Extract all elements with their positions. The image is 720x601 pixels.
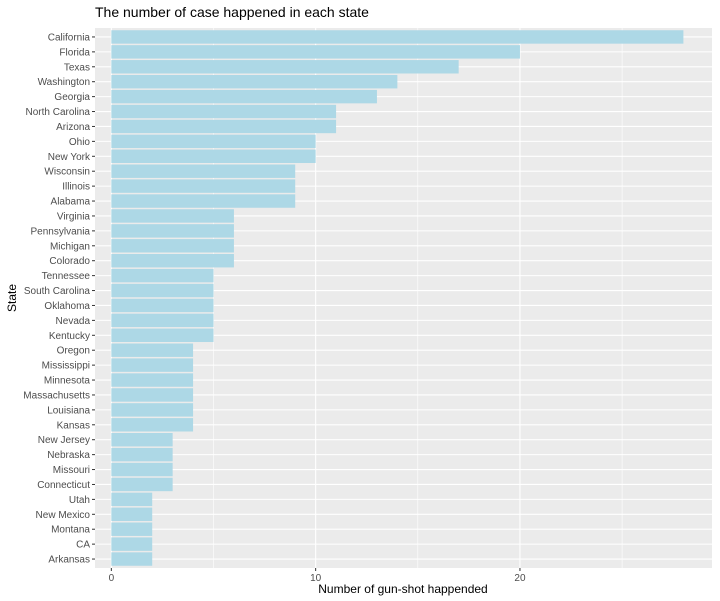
y-tick-label: Louisiana: [47, 405, 90, 416]
y-tick-label: Minnesota: [44, 376, 91, 387]
bar: [111, 343, 194, 357]
y-tick-label: Georgia: [54, 92, 90, 103]
y-tick-label: New York: [48, 152, 91, 163]
bar: [111, 134, 316, 149]
bar: [111, 268, 214, 283]
y-tick-label: Kansas: [57, 420, 90, 431]
bar: [111, 119, 337, 134]
bar: [111, 462, 173, 477]
bar: [111, 552, 153, 566]
y-tick-label: Nebraska: [47, 450, 90, 461]
y-tick-label: Virginia: [57, 211, 91, 222]
bar: [111, 149, 316, 163]
bar: [111, 358, 194, 372]
x-tick-label: 0: [109, 573, 115, 584]
bar: [111, 164, 296, 178]
x-tick-label: 10: [310, 573, 322, 584]
y-tick-label: New Jersey: [38, 435, 90, 446]
bar: [111, 194, 296, 208]
bar: [111, 418, 194, 432]
y-tick-label: Alabama: [51, 197, 91, 208]
bar: [111, 388, 194, 402]
bar: [111, 433, 173, 447]
bar: [111, 60, 459, 74]
y-tick-label: CA: [76, 540, 90, 551]
bar: [111, 507, 153, 522]
x-axis-ticks: 0 10 20: [109, 568, 526, 584]
y-tick-label: Connecticut: [37, 480, 90, 491]
bar: [111, 298, 214, 313]
y-tick-label: Oregon: [57, 346, 90, 357]
y-tick-label: Arizona: [56, 122, 90, 133]
bar: [111, 224, 234, 238]
y-tick-label: Michigan: [50, 241, 90, 252]
y-tick-label: Oklahoma: [44, 301, 90, 312]
bar: [111, 522, 153, 536]
y-axis-title: State: [5, 284, 19, 312]
bar: [111, 373, 194, 387]
bar: [111, 403, 194, 417]
bar: [111, 45, 520, 59]
y-tick-label: Nevada: [56, 316, 91, 327]
y-tick-label: Montana: [51, 525, 90, 536]
y-tick-label: Florida: [59, 47, 90, 58]
y-tick-label: Texas: [64, 62, 90, 73]
y-tick-label: Utah: [69, 495, 90, 506]
bar: [111, 283, 214, 298]
bars: [111, 30, 684, 566]
y-tick-label: Mississippi: [42, 361, 90, 372]
bar: [111, 89, 377, 104]
y-tick-label: Colorado: [49, 256, 90, 267]
y-tick-label: Massachusetts: [23, 390, 90, 401]
y-tick-label: Ohio: [69, 137, 91, 148]
bar: [111, 477, 173, 492]
y-tick-label: North Carolina: [26, 107, 91, 118]
y-tick-label: Arkansas: [48, 555, 90, 566]
y-tick-label: Missouri: [53, 465, 90, 476]
y-tick-label: Washington: [38, 77, 90, 88]
bar: [111, 209, 234, 223]
x-tick-label: 20: [514, 573, 526, 584]
y-tick-label: Tennessee: [42, 271, 91, 282]
bar: [111, 492, 153, 507]
bar: [111, 30, 684, 44]
bar: [111, 74, 398, 89]
y-axis-ticks: California Florida Texas Washington Georgia N…: [23, 32, 95, 566]
bar: [111, 253, 234, 268]
y-tick-label: Illinois: [62, 182, 90, 193]
bar: [111, 328, 214, 343]
bar: [111, 537, 153, 551]
y-tick-label: Pennsylvania: [31, 226, 91, 237]
y-tick-label: South Carolina: [24, 286, 91, 297]
chart-title: The number of case happened in each stat…: [95, 4, 369, 20]
y-tick-label: California: [48, 32, 91, 43]
y-tick-label: Wisconsin: [44, 167, 90, 178]
y-tick-label: Kentucky: [49, 331, 90, 342]
bar: [111, 104, 337, 119]
x-axis-title: Number of gun-shot happended: [318, 582, 487, 596]
y-tick-label: New Mexico: [36, 510, 91, 521]
bar: [111, 239, 234, 253]
bar: [111, 447, 173, 462]
bar: [111, 179, 296, 193]
bar: [111, 313, 214, 328]
